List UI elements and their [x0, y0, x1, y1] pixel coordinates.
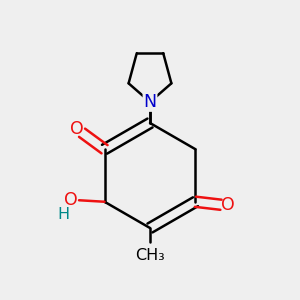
Text: O: O: [221, 196, 234, 214]
Text: O: O: [70, 120, 83, 138]
Text: N: N: [143, 93, 157, 111]
Text: CH₃: CH₃: [135, 248, 165, 262]
Text: H: H: [57, 207, 70, 222]
Text: O: O: [64, 191, 77, 209]
